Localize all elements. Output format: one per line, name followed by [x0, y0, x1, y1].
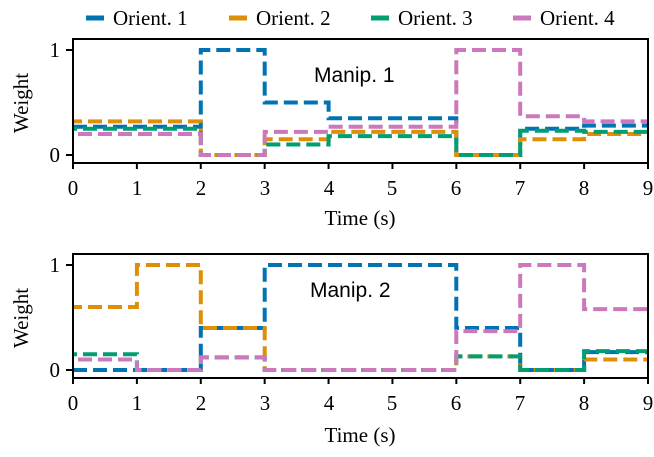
x-tick-label-1: 1	[132, 176, 143, 200]
x-axis-ticks-manip-1: 0 1 2 3 4 5 6 7 8 9	[68, 176, 654, 200]
x-tick-label-2: 2	[196, 391, 207, 415]
legend-entry-orient-3: Orient. 3	[371, 6, 473, 30]
x-tick-label-4: 4	[324, 391, 335, 415]
plot-frame-manip-2	[72, 253, 649, 379]
series-line-orient-3	[73, 349, 648, 372]
series-line-orient-1	[73, 48, 648, 157]
x-tick-label-0: 0	[68, 391, 79, 415]
x-tick-label-6: 6	[451, 176, 462, 200]
legend: Orient. 1 Orient. 2 Orient. 3 Orient. 4	[86, 6, 615, 30]
legend-label-orient-2: Orient. 2	[256, 6, 331, 30]
y-tick-label-0: 0	[50, 143, 61, 167]
legend-label-orient-4: Orient. 4	[540, 6, 615, 30]
series-line-orient-2	[73, 263, 648, 372]
plot-area-manip-2	[66, 263, 649, 384]
series-line-orient-4	[73, 48, 648, 157]
annotation-manip-2: Manip. 2	[310, 279, 391, 302]
x-tick-label-3: 3	[260, 391, 271, 415]
subplot-manip-2: Weight 1 0 Manip. 2 0 1 2 3 4 5 6 7 8 9 …	[9, 253, 653, 447]
x-tick-label-9: 9	[643, 176, 654, 200]
x-tick-label-8: 8	[579, 391, 590, 415]
x-tick-label-5: 5	[387, 176, 398, 200]
x-tick-label-7: 7	[515, 176, 526, 200]
plot-frame-manip-1	[72, 38, 649, 164]
x-axis-ticks-manip-2: 0 1 2 3 4 5 6 7 8 9	[68, 391, 654, 415]
legend-entry-orient-4: Orient. 4	[513, 6, 615, 30]
x-tick-label-7: 7	[515, 391, 526, 415]
y-tick-label-1: 1	[50, 38, 61, 62]
x-tick-label-4: 4	[324, 176, 335, 200]
annotation-manip-1: Manip. 1	[314, 64, 395, 87]
x-axis-label: Time (s)	[325, 206, 396, 230]
y-tick-label-0: 0	[50, 358, 61, 382]
x-tick-label-9: 9	[643, 391, 654, 415]
series-line-orient-2	[73, 119, 648, 157]
legend-label-orient-3: Orient. 3	[398, 6, 473, 30]
legend-label-orient-1: Orient. 1	[113, 6, 188, 30]
x-tick-label-1: 1	[132, 391, 143, 415]
y-tick-label-1: 1	[50, 253, 61, 277]
subplot-manip-1: Weight 1 0 Manip. 1 0 1 2 3 4 5 6 7 8 9 …	[9, 38, 653, 230]
series-line-orient-4	[73, 263, 648, 372]
legend-entry-orient-1: Orient. 1	[86, 6, 188, 30]
x-tick-label-8: 8	[579, 176, 590, 200]
y-axis-label: Weight	[9, 288, 33, 348]
x-tick-label-5: 5	[387, 391, 398, 415]
x-axis-label: Time (s)	[325, 423, 396, 447]
x-tick-label-0: 0	[68, 176, 79, 200]
y-axis-label: Weight	[9, 73, 33, 133]
x-tick-label-6: 6	[451, 391, 462, 415]
x-tick-label-2: 2	[196, 176, 207, 200]
legend-entry-orient-2: Orient. 2	[229, 6, 331, 30]
x-tick-label-3: 3	[260, 176, 271, 200]
